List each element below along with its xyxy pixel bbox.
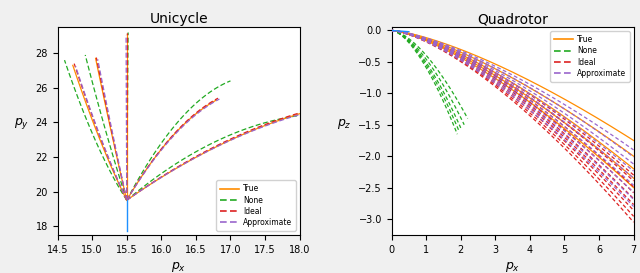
Y-axis label: $p_z$: $p_z$	[337, 117, 352, 131]
X-axis label: $p_x$: $p_x$	[171, 260, 186, 273]
Y-axis label: $p_y$: $p_y$	[14, 116, 29, 131]
Legend: True, None, Ideal, Approximate: True, None, Ideal, Approximate	[216, 180, 296, 231]
Title: Unicycle: Unicycle	[149, 12, 208, 26]
Legend: True, None, Ideal, Approximate: True, None, Ideal, Approximate	[550, 31, 630, 82]
X-axis label: $p_x$: $p_x$	[505, 260, 520, 273]
Title: Quadrotor: Quadrotor	[477, 12, 548, 26]
